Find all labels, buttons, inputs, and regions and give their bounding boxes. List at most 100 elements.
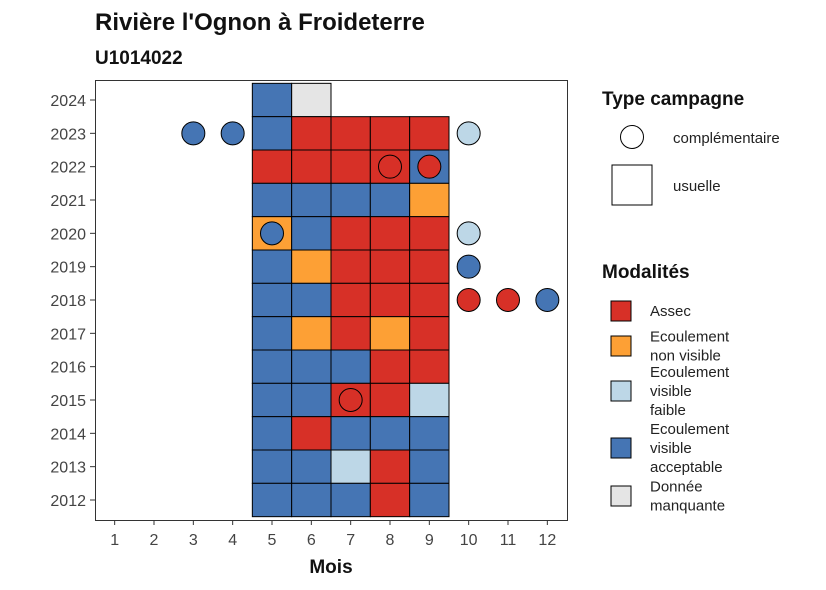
tile-2015-9 <box>409 382 450 418</box>
dot-2022-8 <box>378 154 402 179</box>
legend-label-usuelle: usuelle <box>673 178 721 195</box>
tile-2023-5 <box>251 116 293 151</box>
tile-2017-8 <box>369 316 411 351</box>
dot-2023-4 <box>220 121 245 146</box>
legend-label-manquante: Donnée manquante <box>650 479 725 515</box>
tile-2013-5 <box>251 449 293 484</box>
y-tick-label-2022: 2022 <box>50 160 86 177</box>
tile-2012-5 <box>251 482 293 518</box>
x-tick-label-3: 3 <box>189 532 198 549</box>
y-tick-label-2021: 2021 <box>50 193 86 210</box>
legend-swatch-manquante <box>610 485 632 507</box>
x-tick-label-2: 2 <box>150 532 159 549</box>
dot-2019-10 <box>456 254 481 279</box>
shape-legend-title: Type campagne <box>602 89 744 110</box>
tile-2015-8 <box>369 382 411 418</box>
x-tick-label-4: 4 <box>228 532 237 549</box>
x-tick-label-11: 11 <box>500 532 517 549</box>
y-tick-label-2013: 2013 <box>50 460 86 477</box>
tile-2016-8 <box>369 349 411 384</box>
x-tick-label-6: 6 <box>307 532 316 549</box>
dot-2018-12 <box>535 288 560 312</box>
dot-2022-9 <box>417 154 442 179</box>
chart-subtitle: U1014022 <box>95 48 183 69</box>
dot-2020-5 <box>260 221 284 246</box>
legend-key-usuelle <box>611 164 653 206</box>
dot-2020-10 <box>456 221 481 246</box>
tile-2014-9 <box>409 416 450 451</box>
tile-2020-7 <box>330 216 371 251</box>
tile-2020-8 <box>369 216 411 251</box>
tile-2015-5 <box>251 382 293 418</box>
tile-2016-7 <box>330 349 371 384</box>
tile-2023-7 <box>330 116 371 151</box>
tile-2020-9 <box>409 216 450 251</box>
tile-2015-6 <box>291 382 332 418</box>
tile-2012-8 <box>369 482 411 518</box>
tile-2022-7 <box>330 149 371 184</box>
chart-title: Rivière l'Ognon à Froideterre <box>95 9 425 36</box>
plot-panel-border <box>95 80 568 521</box>
legend-label-complementaire: complémentaire <box>673 130 780 147</box>
tile-2013-6 <box>291 449 332 484</box>
tile-2017-7 <box>330 316 371 351</box>
y-tick-label-2015: 2015 <box>50 393 86 410</box>
legend-label-acceptable: Ecoulement visible acceptable <box>650 421 730 476</box>
tile-2023-9 <box>409 116 450 151</box>
legend-swatch-nonvisible <box>610 335 632 357</box>
tile-2017-6 <box>291 316 332 351</box>
y-tick-label-2020: 2020 <box>50 226 86 243</box>
tile-2016-5 <box>251 349 293 384</box>
tile-2016-6 <box>291 349 332 384</box>
tile-2022-5 <box>251 149 293 184</box>
tile-2019-5 <box>251 249 293 284</box>
tile-2016-9 <box>409 349 450 384</box>
y-tick-label-2017: 2017 <box>50 326 86 343</box>
legend-swatch-faible <box>610 380 632 402</box>
complementaire-dots <box>181 121 560 412</box>
tile-2013-7 <box>330 449 371 484</box>
legend-label-nonvisible: Ecoulement non visible <box>650 329 730 365</box>
legend-swatch-acceptable <box>610 437 632 459</box>
tile-2014-6 <box>291 416 332 451</box>
y-tick-label-2012: 2012 <box>50 493 86 510</box>
legend-swatch-assec <box>610 300 632 322</box>
tile-2012-9 <box>409 482 450 518</box>
x-tick-label-5: 5 <box>268 532 277 549</box>
dot-2015-7 <box>338 388 363 412</box>
tile-2018-8 <box>369 282 411 318</box>
x-tick-label-12: 12 <box>538 532 556 549</box>
tile-2019-6 <box>291 249 332 284</box>
tile-2017-5 <box>251 316 293 351</box>
shape-legend: complémentaire usuelle <box>611 125 780 206</box>
tile-2018-9 <box>409 282 450 318</box>
x-axis-title: Mois <box>309 557 352 578</box>
tile-2023-6 <box>291 116 332 151</box>
tile-2018-6 <box>291 282 332 318</box>
x-tick-label-1: 1 <box>110 532 119 549</box>
tile-2024-5 <box>251 82 293 118</box>
tile-2019-8 <box>369 249 411 284</box>
y-axis: 2012 2013 2014 2015 2016 2017 2018 2019 2020 2021… <box>50 93 95 510</box>
legend-label-assec: Assec <box>650 303 691 320</box>
tile-2024-6 <box>291 82 332 118</box>
tile-2013-9 <box>409 449 450 484</box>
tile-2019-7 <box>330 249 371 284</box>
legend-key-complementaire <box>620 125 644 149</box>
tile-2014-5 <box>251 416 293 451</box>
dot-2018-11 <box>496 288 520 312</box>
tile-2021-6 <box>291 182 332 218</box>
y-tick-label-2023: 2023 <box>50 126 86 143</box>
usuelle-tiles <box>251 82 450 518</box>
dot-2023-3 <box>181 121 206 146</box>
tile-2021-8 <box>369 182 411 218</box>
x-tick-label-9: 9 <box>425 532 434 549</box>
y-tick-label-2024: 2024 <box>50 93 86 110</box>
tile-2018-7 <box>330 282 371 318</box>
tile-2023-8 <box>369 116 411 151</box>
tile-2022-6 <box>291 149 332 184</box>
y-tick-label-2019: 2019 <box>50 260 86 277</box>
dot-2023-10 <box>456 121 481 146</box>
tile-2012-6 <box>291 482 332 518</box>
